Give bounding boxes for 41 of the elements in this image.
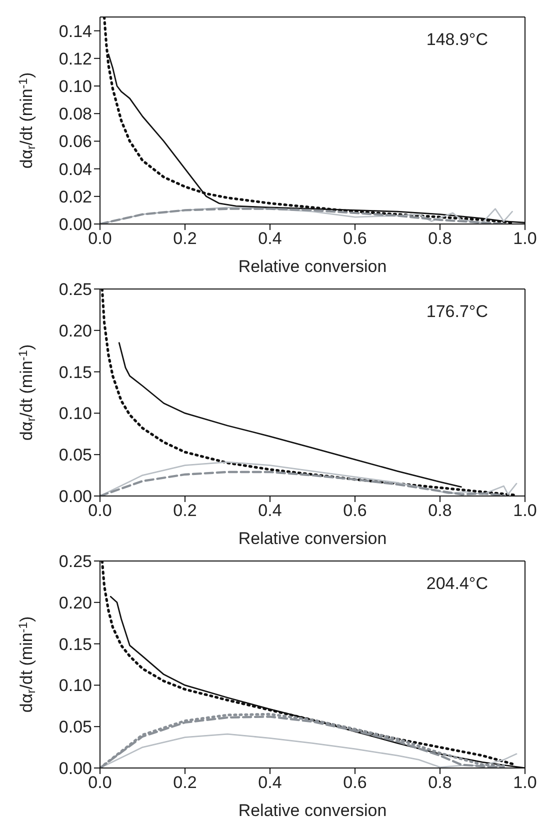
- x-tick-label: 0.4: [258, 229, 282, 248]
- x-tick-label: 0.8: [428, 773, 452, 792]
- y-tick-label: 0.20: [58, 321, 92, 340]
- y-tick-label: 0.15: [58, 362, 92, 382]
- x-tick-label: 0.4: [258, 773, 282, 792]
- y-tick-label: 0.12: [58, 49, 92, 68]
- x-tick-label: 0.0: [88, 501, 112, 520]
- x-tick-label: 0.6: [343, 501, 367, 520]
- y-tick-label: 0.10: [58, 77, 92, 96]
- x-tick-label: 0.0: [88, 229, 112, 248]
- x-axis-title: Relative conversion: [238, 529, 387, 548]
- x-tick-label: 0.8: [428, 229, 452, 248]
- x-tick-label: 0.4: [258, 501, 282, 520]
- y-tick-label: 0.05: [58, 718, 92, 737]
- y-tick-label: 0.10: [58, 676, 92, 696]
- y-tick-label: 0.04: [58, 160, 92, 179]
- y-tick-label: 0.10: [58, 404, 92, 424]
- y-tick-label: 0.20: [58, 593, 92, 612]
- y-tick-label: 0.05: [58, 446, 92, 465]
- y-tick-label: 0.14: [58, 22, 92, 41]
- y-tick-label: 0.25: [58, 552, 92, 572]
- x-tick-label: 1.0: [513, 229, 537, 248]
- y-tick-label: 0.02: [58, 187, 92, 206]
- x-axis-title: Relative conversion: [238, 257, 387, 276]
- x-tick-label: 0.2: [173, 773, 197, 792]
- annotation: 176.7°C: [426, 302, 488, 322]
- x-axis-title: Relative conversion: [238, 801, 387, 820]
- x-tick-label: 0.6: [343, 229, 367, 248]
- x-tick-label: 0.6: [343, 773, 367, 792]
- x-tick-label: 0.2: [173, 229, 197, 248]
- x-tick-label: 1.0: [513, 773, 537, 792]
- y-tick-label: 0.15: [58, 634, 92, 654]
- y-tick-label: 0.06: [58, 132, 92, 152]
- x-tick-label: 0.8: [428, 501, 452, 520]
- annotation: 204.4°C: [426, 574, 488, 594]
- y-tick-label: 0.08: [58, 104, 92, 124]
- x-tick-label: 0.0: [88, 773, 112, 792]
- x-tick-label: 1.0: [513, 501, 537, 520]
- y-tick-label: 0.25: [58, 280, 92, 300]
- annotation: 148.9°C: [426, 30, 488, 50]
- x-tick-label: 0.2: [173, 501, 197, 520]
